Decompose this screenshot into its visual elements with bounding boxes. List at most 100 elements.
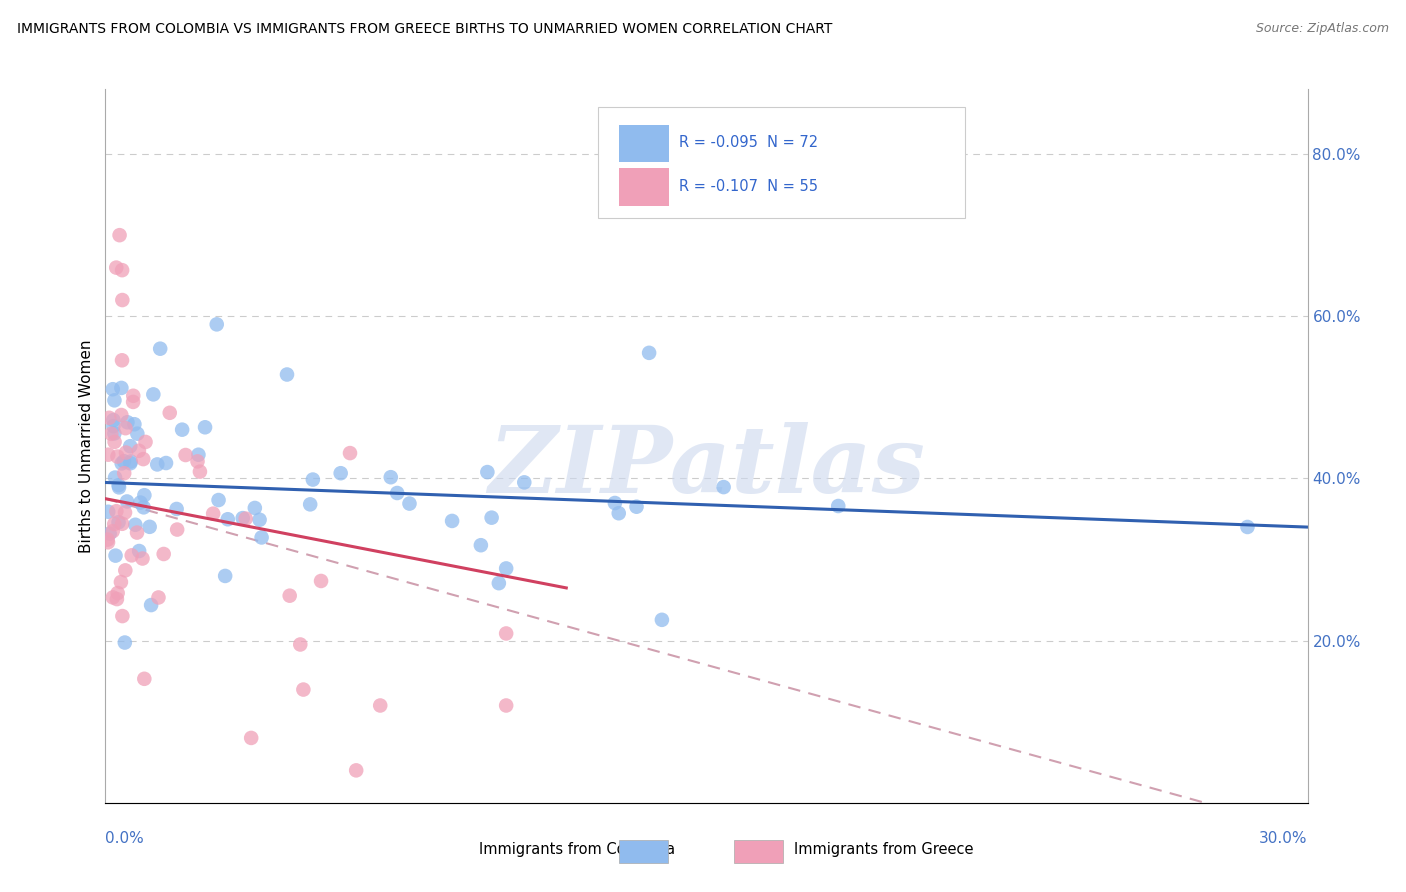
Point xyxy=(149,342,172,356)
Point xyxy=(110,408,132,422)
Point xyxy=(112,454,135,468)
Point xyxy=(250,531,273,545)
Point xyxy=(152,547,174,561)
Bar xyxy=(619,125,669,162)
Point xyxy=(146,458,169,472)
Point xyxy=(103,419,125,434)
Point xyxy=(278,589,301,603)
Point xyxy=(132,500,155,515)
Point xyxy=(302,473,325,487)
Point xyxy=(135,434,157,449)
Point xyxy=(243,500,266,515)
Point xyxy=(344,764,367,778)
Point xyxy=(205,318,228,332)
Point xyxy=(166,502,188,516)
Point xyxy=(290,638,312,652)
Text: Source: ZipAtlas.com: Source: ZipAtlas.com xyxy=(1256,22,1389,36)
Point xyxy=(110,381,132,395)
Point xyxy=(513,475,536,490)
Point xyxy=(101,382,124,396)
Point xyxy=(380,470,402,484)
Point xyxy=(214,569,236,583)
Point xyxy=(187,448,209,462)
Text: ZIPatlas: ZIPatlas xyxy=(488,423,925,512)
Point xyxy=(188,465,211,479)
Point xyxy=(202,507,225,521)
Point xyxy=(827,499,849,513)
Point xyxy=(217,512,239,526)
Point xyxy=(128,443,150,458)
Point xyxy=(114,563,136,577)
Point xyxy=(124,417,146,432)
Point xyxy=(139,598,162,612)
Point xyxy=(172,423,194,437)
Point xyxy=(108,480,131,494)
Point xyxy=(120,456,142,470)
Point xyxy=(125,525,148,540)
Point xyxy=(638,346,661,360)
Point xyxy=(292,682,315,697)
Point xyxy=(107,450,129,464)
Point xyxy=(128,544,150,558)
Point xyxy=(101,591,124,605)
Point xyxy=(98,526,121,541)
Point xyxy=(97,535,120,549)
Point xyxy=(112,466,135,480)
Text: 0.0%: 0.0% xyxy=(105,831,145,846)
Text: Immigrants from Colombia: Immigrants from Colombia xyxy=(479,842,675,856)
Y-axis label: Births to Unmarried Women: Births to Unmarried Women xyxy=(79,339,94,553)
Text: IMMIGRANTS FROM COLOMBIA VS IMMIGRANTS FROM GREECE BIRTHS TO UNMARRIED WOMEN COR: IMMIGRANTS FROM COLOMBIA VS IMMIGRANTS F… xyxy=(17,22,832,37)
Point xyxy=(194,420,217,434)
Point xyxy=(713,480,735,494)
Point xyxy=(249,513,271,527)
Point xyxy=(299,497,322,511)
Point xyxy=(134,672,156,686)
Point xyxy=(111,293,134,307)
Point xyxy=(97,533,120,547)
Point xyxy=(127,426,149,441)
Text: 30.0%: 30.0% xyxy=(1260,831,1308,846)
Point xyxy=(105,260,128,275)
Point xyxy=(329,467,352,481)
Point xyxy=(495,561,517,575)
Text: R = -0.095  N = 72: R = -0.095 N = 72 xyxy=(679,136,818,150)
Point xyxy=(309,574,332,588)
Point xyxy=(107,586,129,600)
Point xyxy=(166,523,188,537)
Point xyxy=(104,470,127,484)
Point xyxy=(117,415,139,429)
Point xyxy=(97,505,120,519)
Point xyxy=(495,698,517,713)
Point xyxy=(398,497,420,511)
Point xyxy=(115,494,138,508)
Point xyxy=(481,510,503,524)
Point xyxy=(368,698,391,713)
Point xyxy=(100,426,122,441)
Point xyxy=(114,421,136,435)
Point xyxy=(104,549,127,563)
Bar xyxy=(619,169,669,205)
Point xyxy=(477,465,499,479)
Point xyxy=(103,393,125,408)
Point xyxy=(103,434,125,449)
Point xyxy=(240,731,263,745)
Point xyxy=(174,448,197,462)
Point xyxy=(276,368,298,382)
Point xyxy=(105,592,128,607)
Point xyxy=(103,426,125,441)
Point xyxy=(142,387,165,401)
Point xyxy=(122,395,145,409)
Point xyxy=(114,506,136,520)
Point xyxy=(235,511,257,525)
Point xyxy=(120,439,142,453)
Point xyxy=(124,517,146,532)
Point xyxy=(651,613,673,627)
Point xyxy=(207,493,229,508)
Point xyxy=(159,406,181,420)
Point xyxy=(97,448,120,462)
Point xyxy=(603,496,626,510)
Point xyxy=(155,456,177,470)
Point xyxy=(441,514,464,528)
Point xyxy=(98,410,121,425)
Text: Immigrants from Greece: Immigrants from Greece xyxy=(794,842,974,856)
